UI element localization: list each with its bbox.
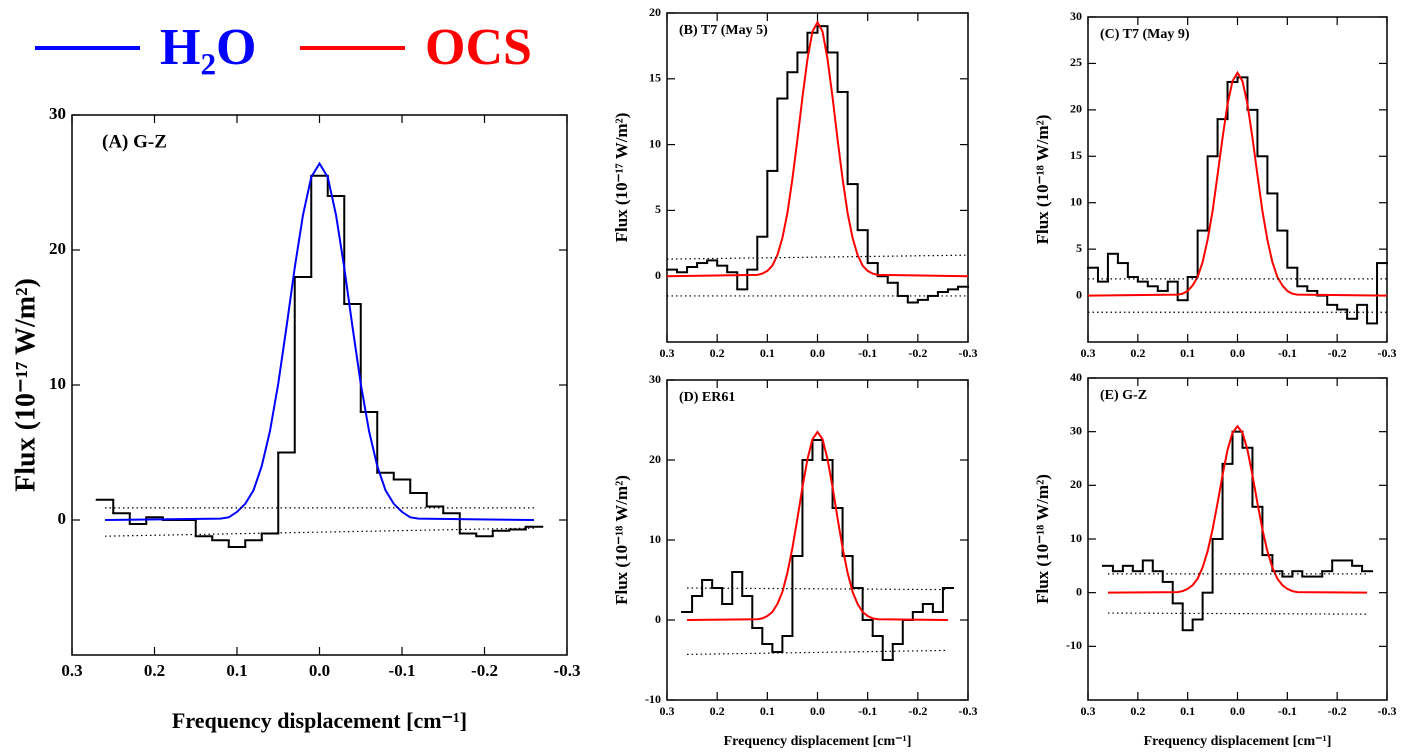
y-tick-label: 20: [49, 239, 66, 258]
noise-level: [687, 649, 948, 655]
y-tick-label: 15: [1070, 148, 1082, 162]
legend: H₂O OCS: [35, 19, 532, 76]
y-tick-label: -10: [645, 692, 661, 706]
x-tick-label: 0.1: [760, 704, 775, 718]
y-tick-label: 10: [1070, 194, 1082, 208]
x-tick-label: 0.3: [660, 346, 675, 360]
y-tick-label: 0: [655, 612, 661, 626]
fit-line: [687, 430, 948, 621]
panel: 0.3 0.2 0.1 0.0 -0.1 -0.2 -0.3 -10 0 10 20 30 (D) ER…: [612, 372, 978, 749]
panel: 0.3 0.2 0.1 0.0 -0.1 -0.2 -0.3 -10 0 10 20 30 40 (E) …: [1033, 370, 1397, 749]
y-tick-label: 20: [1070, 102, 1082, 116]
x-tick-label: -0.3: [1378, 346, 1397, 360]
x-axis-label: Frequency displacement [cm⁻¹]: [172, 708, 467, 733]
panel: 0.3 0.2 0.1 0.0 -0.1 -0.2 -0.3 0 5 10 15 20 (B) T7 (…: [612, 5, 978, 360]
x-tick-label: -0.1: [858, 704, 877, 718]
noise-level: [104, 527, 535, 537]
y-axis-label: Flux (10⁻¹⁷ W/m²): [10, 278, 41, 492]
legend-label: OCS: [425, 19, 532, 76]
x-tick-label: -0.3: [959, 346, 978, 360]
x-tick-label: -0.2: [1328, 346, 1347, 360]
y-tick-label: 0: [1076, 584, 1082, 598]
y-axis-label: Flux (10⁻¹⁸ W/m²): [1033, 474, 1052, 604]
x-tick-label: 0.3: [1081, 346, 1096, 360]
noise-level: [687, 587, 948, 591]
x-tick-label: 0.0: [1230, 704, 1245, 718]
plot-frame: [1087, 16, 1388, 343]
panel-title: (A) G-Z: [102, 131, 167, 152]
y-tick-label: 0: [58, 509, 67, 528]
panel: 0.3 0.2 0.1 0.0 -0.1 -0.2 -0.3 0 10 20 30 (A) G-Z Fl…: [10, 104, 580, 733]
y-tick-label: 10: [1070, 531, 1082, 545]
y-tick-label: 25: [1070, 55, 1082, 69]
y-tick-label: 30: [1070, 423, 1082, 437]
y-tick-label: 40: [1070, 370, 1082, 384]
x-tick-label: 0.0: [1230, 346, 1245, 360]
fit-line: [104, 161, 535, 521]
y-tick-label: 5: [655, 202, 661, 216]
fit-line: [1087, 70, 1388, 297]
x-tick-label: -0.1: [1278, 346, 1297, 360]
plot-frame: [71, 114, 568, 656]
y-axis-label: Flux (10⁻¹⁷ W/m²): [612, 113, 631, 243]
x-tick-label: 0.3: [1081, 704, 1096, 718]
y-tick-label: 15: [649, 71, 661, 85]
y-tick-label: 10: [49, 374, 66, 393]
y-tick-label: 10: [649, 136, 661, 150]
y-tick-label: 20: [649, 452, 661, 466]
fit-line: [666, 20, 969, 278]
x-tick-label: 0.1: [760, 346, 775, 360]
x-tick-label: -0.2: [471, 661, 498, 680]
x-tick-label: 0.1: [1180, 704, 1195, 718]
fit-line: [1107, 424, 1368, 594]
x-tick-label: 0.2: [1130, 346, 1145, 360]
x-tick-label: -0.1: [1278, 704, 1297, 718]
x-tick-label: 0.0: [810, 346, 825, 360]
y-tick-label: 5: [1076, 241, 1082, 255]
x-tick-label: -0.3: [1378, 704, 1397, 718]
plot-frame: [666, 12, 969, 343]
x-tick-label: 0.2: [144, 661, 165, 680]
y-tick-label: 30: [1070, 9, 1082, 23]
x-tick-label: -0.3: [554, 661, 581, 680]
y-tick-label: 30: [649, 372, 661, 386]
y-tick-label: 10: [649, 532, 661, 546]
y-tick-label: 20: [649, 5, 661, 19]
x-tick-label: -0.2: [908, 346, 927, 360]
y-tick-label: 0: [1076, 287, 1082, 301]
x-tick-label: 0.3: [61, 661, 82, 680]
x-axis-label: Frequency displacement [cm⁻¹]: [724, 734, 912, 749]
panel: 0.3 0.2 0.1 0.0 -0.1 -0.2 -0.3 0 5 10 15 20 25 30 (C) …: [1033, 9, 1397, 360]
y-tick-label: 0: [655, 268, 661, 282]
x-axis-label: Frequency displacement [cm⁻¹]: [1144, 734, 1332, 749]
x-tick-label: -0.1: [389, 661, 416, 680]
panel-title: (D) ER61: [679, 390, 735, 405]
y-axis-label: Flux (10⁻¹⁸ W/m²): [1033, 115, 1052, 245]
x-tick-label: 0.0: [309, 661, 330, 680]
x-tick-label: 0.1: [226, 661, 247, 680]
y-tick-label: 20: [1070, 477, 1082, 491]
noise-level: [666, 254, 969, 260]
panel-title: (E) G-Z: [1100, 388, 1147, 403]
x-tick-label: -0.3: [959, 704, 978, 718]
legend-label: H₂O: [160, 19, 256, 76]
x-tick-label: -0.2: [1328, 704, 1347, 718]
plot-frame: [666, 379, 969, 701]
x-tick-label: -0.2: [908, 704, 927, 718]
x-tick-label: 0.2: [1130, 704, 1145, 718]
noise-level: [1107, 612, 1368, 615]
x-tick-label: -0.1: [858, 346, 877, 360]
x-tick-label: 0.3: [660, 704, 675, 718]
y-tick-label: -10: [1066, 638, 1082, 652]
x-tick-label: 0.2: [710, 346, 725, 360]
panel-title: (B) T7 (May 5): [679, 23, 768, 38]
y-tick-label: 30: [49, 104, 66, 123]
panel-title: (C) T7 (May 9): [1100, 27, 1190, 42]
y-axis-label: Flux (10⁻¹⁸ W/m²): [612, 475, 631, 605]
x-tick-label: 0.0: [810, 704, 825, 718]
x-tick-label: 0.1: [1180, 346, 1195, 360]
x-tick-label: 0.2: [710, 704, 725, 718]
